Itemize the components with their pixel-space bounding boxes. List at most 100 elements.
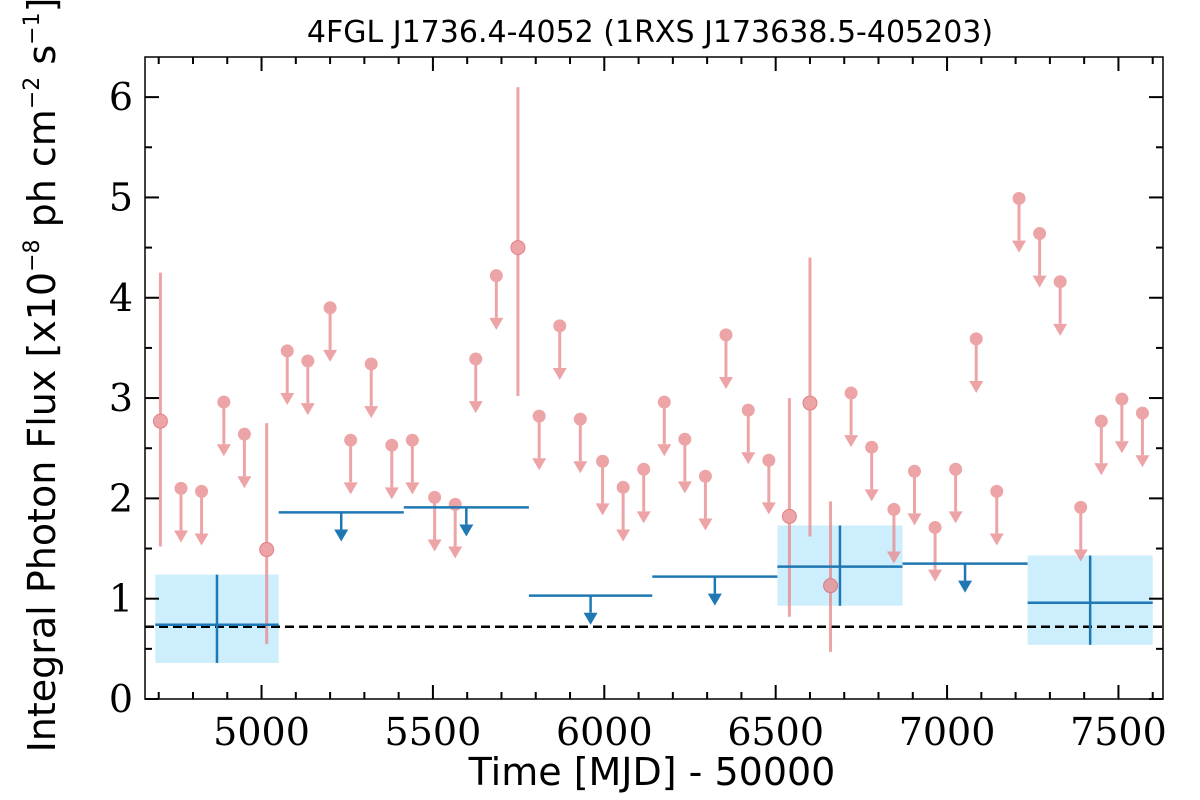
upper-limit-marker <box>237 427 251 441</box>
short-bin-upper-limit-24 <box>718 328 733 389</box>
y-axis-label: Integral Photon Flux [x10−8 ph cm−2 s−1] <box>20 0 64 752</box>
short-bin-upper-limit-1 <box>194 484 209 546</box>
long-bin-upper-limit-0 <box>278 511 404 542</box>
upper-limit-marker <box>573 412 587 426</box>
detection-marker <box>823 578 839 594</box>
upper-limit-arrowhead <box>343 482 358 495</box>
upper-limit-marker <box>385 438 399 452</box>
upper-limit-arrowhead <box>958 580 973 593</box>
short-bin-detection-0 <box>152 272 168 547</box>
upper-limit-arrowhead <box>552 367 567 380</box>
short-bin-detection-1 <box>259 423 275 644</box>
long-bin-upper-limit-3 <box>652 575 778 606</box>
short-bin-upper-limit-33 <box>969 332 984 394</box>
upper-limit-arrowhead <box>384 487 399 500</box>
short-bin-upper-limit-34 <box>989 484 1004 546</box>
short-bin-detection-2 <box>510 87 526 397</box>
upper-limit-arrowhead <box>216 444 231 457</box>
upper-limit-arrowhead <box>928 569 943 582</box>
upper-limit-arrowhead <box>741 452 756 465</box>
y-tick-label: 4 <box>109 276 133 320</box>
short-bin-upper-limit-29 <box>886 502 901 564</box>
short-bin-upper-limit-7 <box>343 433 358 495</box>
short-bin-upper-limit-10 <box>405 433 420 495</box>
upper-limit-marker <box>990 484 1004 498</box>
upper-limit-arrowhead <box>489 317 504 330</box>
short-bin-detection-4 <box>802 257 818 537</box>
upper-limit-arrowhead <box>636 511 651 524</box>
x-tick-label: 7000 <box>899 710 996 754</box>
detection-marker <box>152 413 168 429</box>
upper-limit-marker <box>887 502 901 516</box>
upper-limit-marker <box>1115 392 1129 406</box>
upper-limit-arrowhead <box>1012 240 1027 253</box>
upper-limit-arrowhead <box>583 612 598 625</box>
upper-limit-arrowhead <box>1053 323 1068 336</box>
long-bin-upper-limit-1 <box>403 506 529 537</box>
upper-limit-arrowhead <box>573 461 588 474</box>
short-bin-upper-limit-14 <box>489 269 504 330</box>
short-bin-upper-limit-25 <box>741 403 756 465</box>
detection-marker <box>802 395 818 411</box>
upper-limit-marker <box>969 332 983 346</box>
short-bin-upper-limit-18 <box>595 454 610 516</box>
upper-limit-marker <box>195 484 209 498</box>
short-bin-upper-limit-39 <box>1094 414 1109 476</box>
upper-limit-arrowhead <box>657 444 672 457</box>
long-bin-upper-limit-2 <box>528 594 653 625</box>
upper-limit-marker <box>719 328 733 342</box>
y-axis-label-mid: ph cm <box>20 109 64 239</box>
upper-limit-arrowhead <box>907 513 922 526</box>
upper-limit-arrowhead <box>948 511 963 524</box>
upper-limit-arrowhead <box>405 482 420 495</box>
short-bin-upper-limit-4 <box>280 344 295 406</box>
y-tick-label: 3 <box>109 376 133 420</box>
y-axis-label-exp3: −1 <box>20 12 45 44</box>
upper-limit-marker <box>405 433 419 447</box>
short-bin-upper-limit-19 <box>616 480 631 542</box>
detection-marker <box>510 240 526 256</box>
short-bin-upper-limit-30 <box>907 464 922 526</box>
upper-limit-marker <box>364 357 378 371</box>
upper-limit-arrowhead <box>300 403 315 416</box>
upper-limit-marker <box>1094 414 1108 428</box>
upper-limit-marker <box>1033 227 1047 241</box>
short-bin-upper-limit-8 <box>364 357 379 419</box>
upper-limit-marker <box>741 403 755 417</box>
short-bin-upper-limit-38 <box>1073 500 1088 562</box>
short-bin-upper-limit-5 <box>300 354 315 416</box>
short-bin-upper-limit-6 <box>323 301 338 362</box>
upper-limit-arrowhead <box>886 551 901 564</box>
upper-limit-arrowhead <box>427 539 442 552</box>
upper-limit-marker <box>217 395 231 409</box>
y-tick-label: 0 <box>109 677 133 721</box>
upper-limit-arrowhead <box>707 593 722 606</box>
upper-limit-arrowhead <box>864 489 879 502</box>
upper-limit-arrowhead <box>1032 275 1047 288</box>
upper-limit-marker <box>678 432 692 446</box>
x-tick-label: 5500 <box>385 710 482 754</box>
upper-limit-marker <box>762 453 776 467</box>
upper-limit-arrowhead <box>761 502 776 515</box>
upper-limit-arrowhead <box>448 546 463 559</box>
y-axis-label-suffix: ] <box>20 0 64 12</box>
upper-limit-arrowhead <box>969 381 984 394</box>
long-bin-upper-limit-4 <box>902 562 1028 593</box>
upper-limit-marker <box>657 395 671 409</box>
upper-limit-marker <box>301 354 315 368</box>
upper-limit-marker <box>949 462 963 476</box>
upper-limit-arrowhead <box>364 406 379 419</box>
upper-limit-arrowhead <box>1114 441 1129 454</box>
short-bin-upper-limit-16 <box>552 319 567 380</box>
upper-limit-marker <box>616 480 630 494</box>
short-bin-upper-limit-0 <box>173 481 188 543</box>
upper-limit-marker <box>844 386 858 400</box>
plot-frame <box>144 56 1164 700</box>
upper-limit-arrowhead <box>334 529 349 542</box>
short-bin-upper-limit-40 <box>1114 392 1129 454</box>
short-bin-upper-limit-35 <box>1012 191 1027 253</box>
short-bin-upper-limit-9 <box>384 438 399 500</box>
x-tick-label: 7500 <box>1070 710 1167 754</box>
upper-limit-arrowhead <box>718 376 733 389</box>
plot-area: 5000 5500 6000 6500 7000 7500 0 1 2 3 4 5 6 <box>109 56 1167 754</box>
